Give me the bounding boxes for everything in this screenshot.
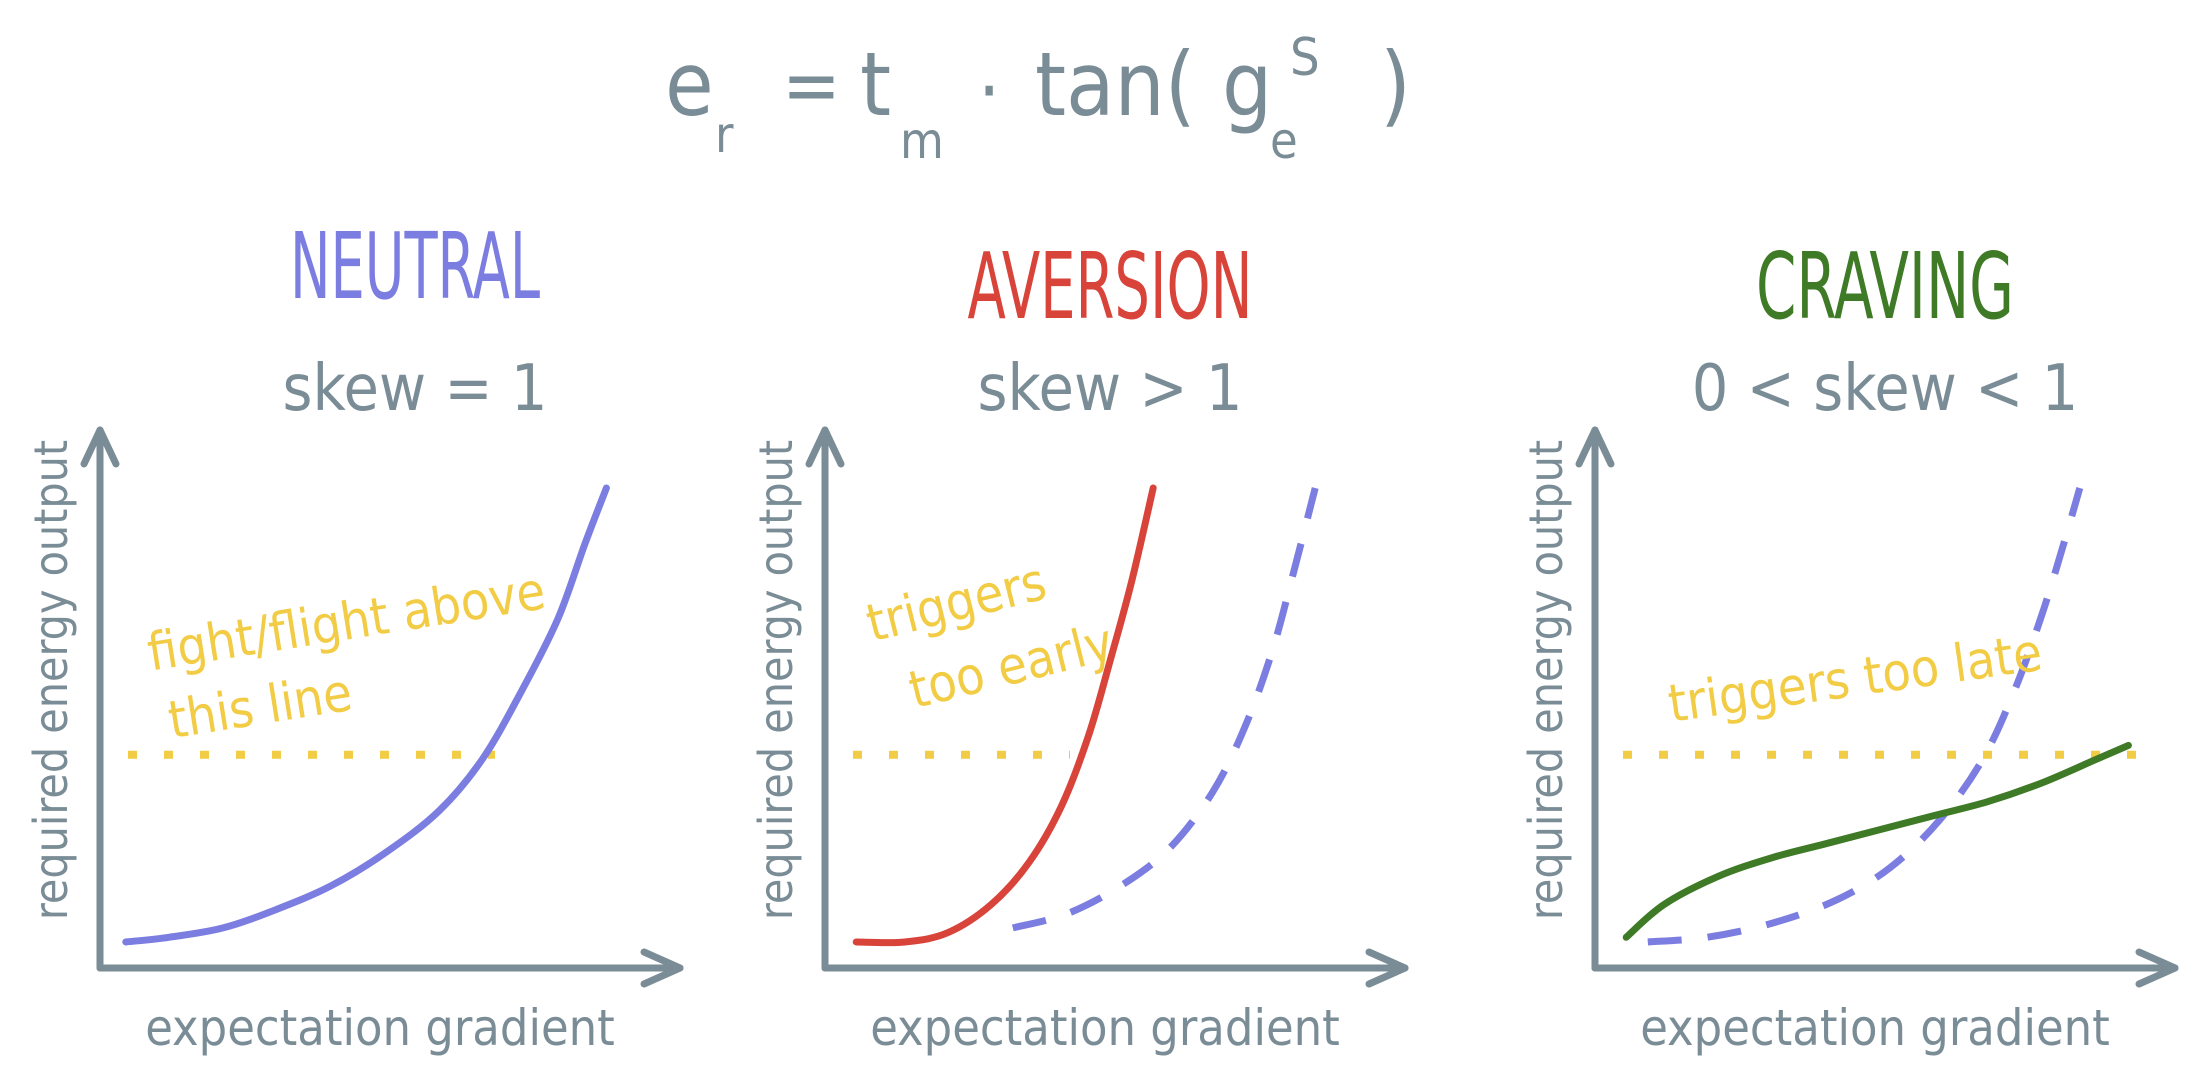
panel-aversion: AVERSION skew > 1 required energy output…: [749, 233, 1409, 1057]
panel-title: NEUTRAL: [290, 213, 540, 320]
y-axis-arrowhead: [1575, 426, 1615, 468]
formula-g: g: [1222, 33, 1272, 136]
x-axis-label: expectation gradient: [1640, 999, 2110, 1057]
dashed-neutral-curve: [1011, 487, 1319, 932]
formula-e: e: [665, 33, 714, 136]
x-axis-arrowhead: [1365, 948, 1409, 988]
panel-subtitle: 0 < skew < 1: [1692, 352, 2078, 426]
formula-sub-r: r: [715, 106, 734, 164]
formula-equals: =: [782, 41, 841, 131]
panel-title: CRAVING: [1756, 233, 2014, 340]
y-axis-label: required energy output: [24, 440, 78, 920]
panel-subtitle: skew > 1: [977, 352, 1242, 426]
x-axis-arrowhead: [640, 948, 684, 988]
panel-craving: CRAVING 0 < skew < 1 required energy out…: [1519, 233, 2179, 1057]
solid-craving-curve: [1622, 741, 2132, 941]
plot-area: [805, 426, 1409, 988]
note-line-1: triggers too late: [1665, 623, 2046, 735]
y-axis-label: required energy output: [749, 440, 803, 920]
formula-sub-m: m: [900, 112, 944, 170]
panel-title: AVERSION: [968, 233, 1253, 340]
y-axis-arrowhead: [805, 426, 845, 468]
plot-area: [1575, 426, 2179, 988]
solid-neutral-curve: [122, 484, 610, 946]
panel-subtitle: skew = 1: [282, 352, 547, 426]
threshold-note: triggers too late: [1665, 623, 2046, 735]
solid-aversion-curve: [852, 484, 1157, 947]
dashed-neutral-curve: [1647, 487, 2084, 946]
y-axis-label: required energy output: [1519, 440, 1573, 920]
threshold-note: fight/flight above this line: [143, 561, 549, 751]
threshold-note: triggers too early: [861, 552, 1120, 721]
panel-neutral: NEUTRAL skew = 1 required energy output …: [24, 213, 684, 1057]
x-axis-label: expectation gradient: [870, 999, 1340, 1057]
formula-dot: ·: [978, 47, 1000, 137]
formula: e r = t m · tan( g e S ): [665, 28, 1411, 170]
formula-sub-e: e: [1270, 112, 1298, 170]
formula-tan: tan(: [1035, 33, 1196, 136]
plot-area: [80, 426, 684, 988]
formula-close-paren: ): [1380, 33, 1411, 136]
x-axis-arrowhead: [2135, 948, 2179, 988]
formula-sup-s: S: [1290, 28, 1320, 88]
formula-t: t: [860, 33, 891, 136]
x-axis-label: expectation gradient: [145, 999, 615, 1057]
y-axis-arrowhead: [80, 426, 120, 468]
